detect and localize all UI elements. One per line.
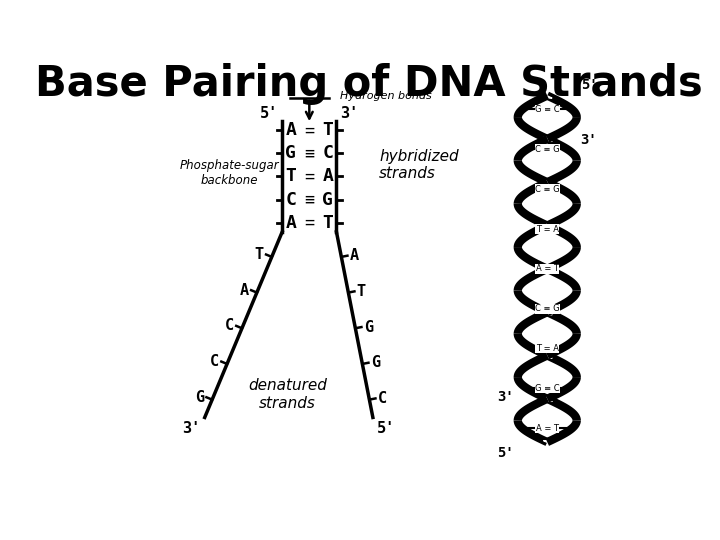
Text: T: T (255, 247, 264, 262)
Text: C: C (225, 319, 234, 333)
Text: T = A: T = A (536, 225, 559, 233)
Text: A = T: A = T (536, 424, 559, 433)
Text: Hydrogen bonds: Hydrogen bonds (341, 91, 432, 102)
Text: Phosphate-sugar
backbone: Phosphate-sugar backbone (180, 159, 279, 187)
Text: C: C (323, 144, 333, 163)
Text: denatured
strands: denatured strands (248, 378, 327, 410)
Text: C ≡ G: C ≡ G (535, 304, 559, 313)
Text: T: T (323, 122, 333, 139)
Text: G: G (285, 144, 296, 163)
Text: G ≡ C: G ≡ C (535, 105, 559, 114)
Text: C: C (285, 191, 296, 208)
Text: ≡: ≡ (305, 144, 315, 163)
Text: A: A (285, 214, 296, 232)
Text: =: = (305, 122, 315, 139)
Text: G: G (323, 191, 333, 208)
Text: 5': 5' (498, 446, 514, 460)
Text: 5': 5' (377, 421, 395, 436)
Text: =: = (305, 167, 315, 185)
Text: C ≡ G: C ≡ G (535, 145, 559, 154)
Text: T: T (285, 167, 296, 185)
Text: T = A: T = A (536, 344, 559, 353)
Text: G: G (364, 320, 373, 335)
Text: ≡: ≡ (305, 191, 315, 208)
Text: A: A (240, 283, 249, 298)
Text: A: A (323, 167, 333, 185)
Text: C ≡ G: C ≡ G (535, 185, 559, 194)
Text: 5': 5' (260, 106, 279, 121)
Text: 3': 3' (183, 421, 201, 436)
Text: T: T (323, 214, 333, 232)
Text: 3': 3' (580, 133, 598, 147)
Text: hybridized
strands: hybridized strands (379, 148, 459, 181)
Text: G ≡ C: G ≡ C (535, 384, 559, 393)
Text: A: A (285, 122, 296, 139)
Text: 3': 3' (341, 106, 359, 121)
Text: G: G (195, 390, 204, 405)
Text: T: T (357, 284, 366, 299)
Text: G: G (371, 355, 380, 370)
Text: 3': 3' (498, 390, 514, 404)
Text: =: = (305, 214, 315, 232)
Text: C: C (210, 354, 219, 369)
Text: C: C (378, 391, 387, 406)
Text: A = T: A = T (536, 265, 559, 273)
Text: A: A (350, 248, 359, 263)
Text: 5': 5' (580, 78, 598, 92)
Text: Base Pairing of DNA Strands: Base Pairing of DNA Strands (35, 63, 703, 105)
